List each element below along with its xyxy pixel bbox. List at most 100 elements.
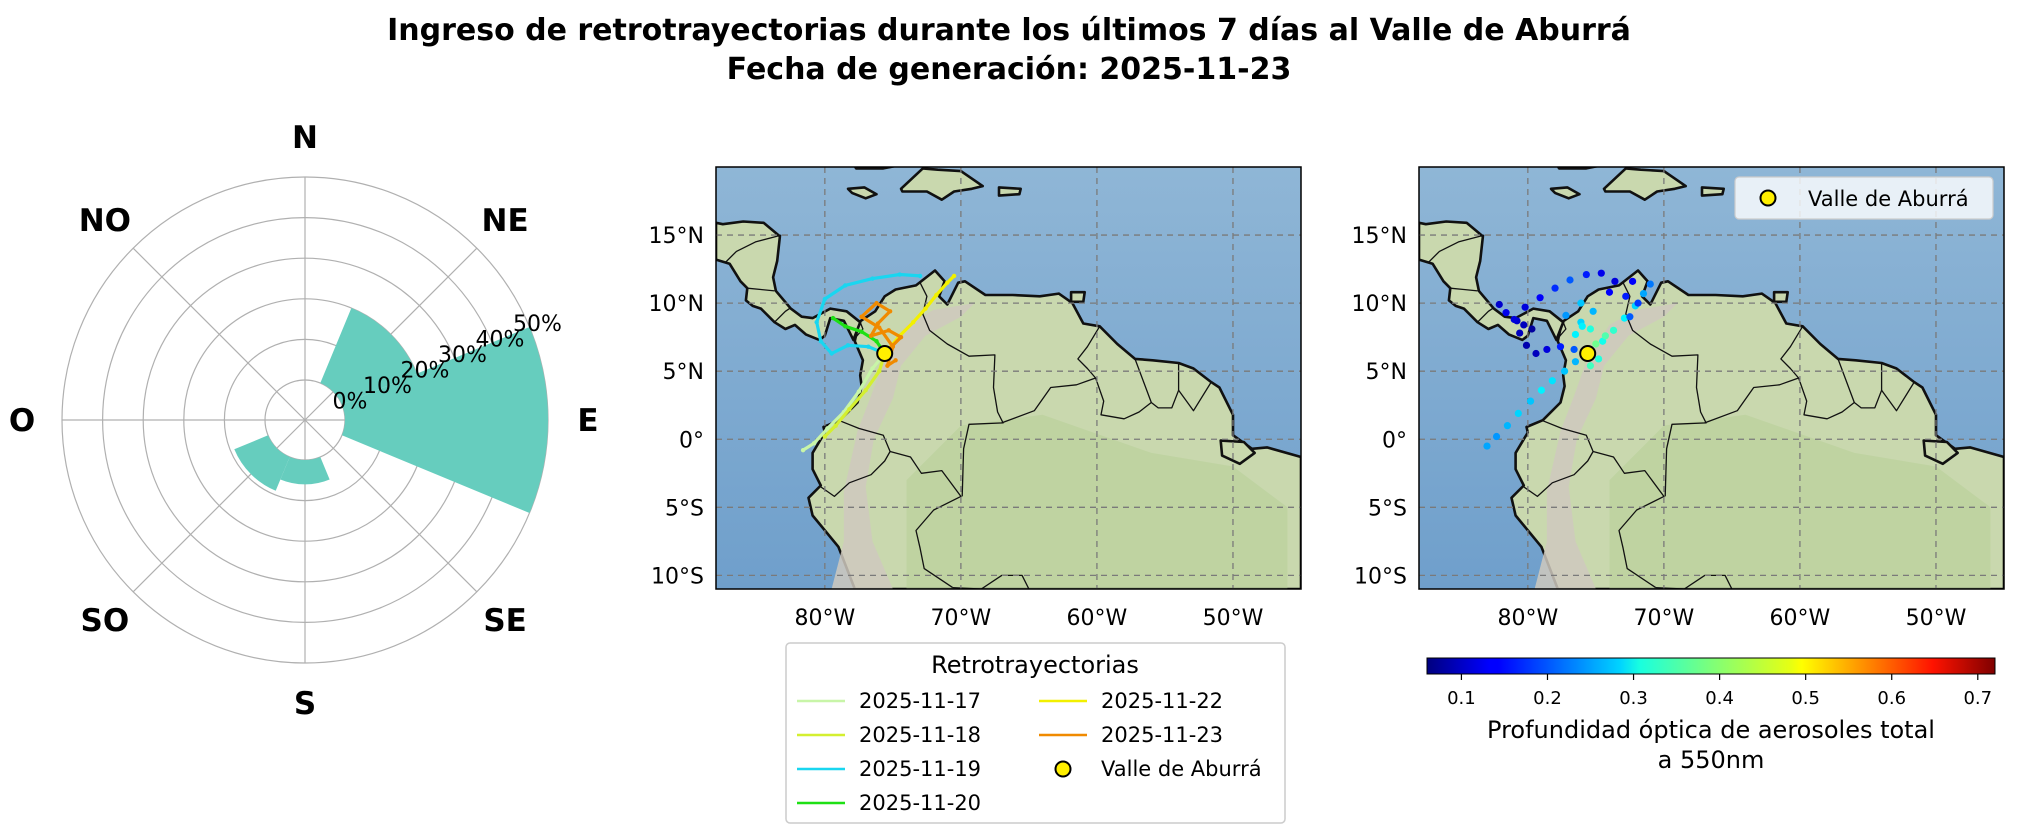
map2-gridlines <box>1419 167 2004 589</box>
trajectory-point <box>875 321 881 326</box>
country-border <box>747 287 775 292</box>
map1-location-marker <box>876 344 894 362</box>
map1-land <box>716 167 1301 589</box>
legend1-entry: 2025-11-17 <box>859 689 981 713</box>
polar-radial-tick: 50% <box>513 312 562 337</box>
polar-spoke <box>304 419 478 593</box>
lat-tick-label: 10°N <box>1352 292 1407 317</box>
trajectory-point <box>856 389 862 394</box>
colorbar-tick-label: 0.4 <box>1705 688 1734 709</box>
aod-point <box>1514 409 1522 417</box>
polar-bar-so <box>234 435 290 491</box>
trajectory-point <box>923 306 928 311</box>
aod-point <box>1594 355 1603 363</box>
colorbar-tick-label: 0.7 <box>1963 688 1992 709</box>
legend1-entry: 2025-11-18 <box>859 723 981 747</box>
country-border <box>1428 234 1485 263</box>
aod-point <box>1611 277 1619 285</box>
map2-legend: Valle de Aburrá <box>1734 176 1994 220</box>
trajectory-point <box>845 343 851 348</box>
country-border <box>1881 381 1915 412</box>
landmass <box>846 186 878 200</box>
aod-point <box>1510 315 1518 324</box>
aod-point <box>1626 313 1634 321</box>
aod-point <box>1521 303 1529 311</box>
lat-tick-label: 15°N <box>649 224 704 249</box>
trajectory-point <box>870 276 875 281</box>
lat-tick-label: 10°S <box>1354 564 1407 589</box>
aod-point <box>1502 309 1510 317</box>
figure-title-line1: Ingreso de retrotrayectorias durante los… <box>387 13 1631 48</box>
trajectory-point <box>814 319 819 325</box>
trajectory-point <box>898 334 904 340</box>
aod-point <box>1495 300 1503 309</box>
polar-radial-tick: 10% <box>363 374 412 399</box>
trajectory-2025-11-18 <box>823 351 887 439</box>
trajectory-point <box>863 388 868 393</box>
aod-map: 80°W 70°W 60°W 50°W 15°N 10°N 5°N 0° 5°S 10°S Val… <box>1352 166 2005 631</box>
trajectory-point <box>890 344 896 349</box>
polar-bar-ne <box>320 308 417 405</box>
country-border <box>1555 321 1567 341</box>
legend1-entry: Valle de Aburrá <box>1101 757 1262 781</box>
map2-aod-points <box>1483 269 1654 450</box>
polar-radial-tick: 20% <box>401 359 450 384</box>
country-border <box>820 419 891 498</box>
lon-tick-label: 80°W <box>1497 606 1558 631</box>
country-border <box>889 450 962 589</box>
aod-point <box>1528 325 1536 333</box>
figure-title-line2: Fecha de generación: 2025-11-23 <box>727 52 1292 87</box>
aod-point <box>1556 343 1565 351</box>
trajectory-point <box>934 292 939 298</box>
aod-point <box>1543 345 1551 354</box>
aod-point <box>1578 322 1586 330</box>
trajectory-point <box>811 441 817 446</box>
aod-point <box>1520 321 1528 329</box>
aod-colorbar: 0.1 0.2 0.3 0.4 0.5 0.6 0.7 Profundidad óptica… <box>1426 657 1996 774</box>
aod-point <box>1634 299 1642 307</box>
landmass <box>1556 167 1600 170</box>
aod-point <box>1577 299 1585 307</box>
polar-radial-tick: 0% <box>333 390 368 415</box>
aod-point <box>1566 276 1574 284</box>
aod-point <box>1646 280 1654 288</box>
landmass <box>1549 186 1581 200</box>
colorbar-tick-label: 0.5 <box>1791 688 1820 709</box>
aod-point <box>1551 284 1559 292</box>
aod-point <box>1592 340 1600 348</box>
map1-frame <box>715 166 1302 590</box>
lon-tick-label: 50°W <box>1203 606 1264 631</box>
colorbar-tick-label: 0.6 <box>1877 688 1906 709</box>
lat-tick-label: 15°N <box>1352 224 1407 249</box>
colorbar-tick-label: 0.1 <box>1447 688 1476 709</box>
trajectory-point <box>800 447 806 453</box>
lon-tick-label: 60°W <box>1770 606 1831 631</box>
colorbar-label-line1: Profundidad óptica de aerosoles total <box>1487 716 1935 744</box>
trajectory-point <box>847 407 852 412</box>
polar-direction-s: S <box>294 686 316 722</box>
trajectory-point <box>886 328 891 333</box>
trajectory-point <box>874 300 879 306</box>
polar-direction-o: O <box>9 403 35 439</box>
aod-point <box>1571 330 1580 339</box>
landmass <box>1772 290 1789 304</box>
aod-point <box>1589 307 1597 315</box>
legend1-title: Retrotrayectorias <box>931 651 1139 679</box>
aod-point <box>1582 270 1590 279</box>
trajectory-point <box>868 333 874 338</box>
country-border <box>1592 450 1665 589</box>
map2-ticks: 80°W 70°W 60°W 50°W 15°N 10°N 5°N 0° 5°S 10°S <box>1352 224 1967 631</box>
polar-direction-chart: 0%10%20%30%40%50% N NE E SE S SO O NO <box>9 120 599 722</box>
lat-tick-label: 5°N <box>663 360 704 385</box>
trajectory-point <box>859 314 864 319</box>
legend1-entry: 2025-11-22 <box>1101 689 1223 713</box>
trajectory-legend: Retrotrayectorias 2025-11-17 2025-11-18 20… <box>785 642 1286 824</box>
lat-tick-label: 10°S <box>651 564 704 589</box>
aod-point <box>1483 442 1491 450</box>
colorbar-label-line2: a 550nm <box>1658 746 1765 774</box>
lon-tick-label: 80°W <box>794 606 855 631</box>
map2-frame <box>1418 166 2005 590</box>
legend1-entry: 2025-11-19 <box>859 757 981 781</box>
polar-spoke <box>132 247 306 421</box>
polar-bar-e <box>341 327 548 513</box>
